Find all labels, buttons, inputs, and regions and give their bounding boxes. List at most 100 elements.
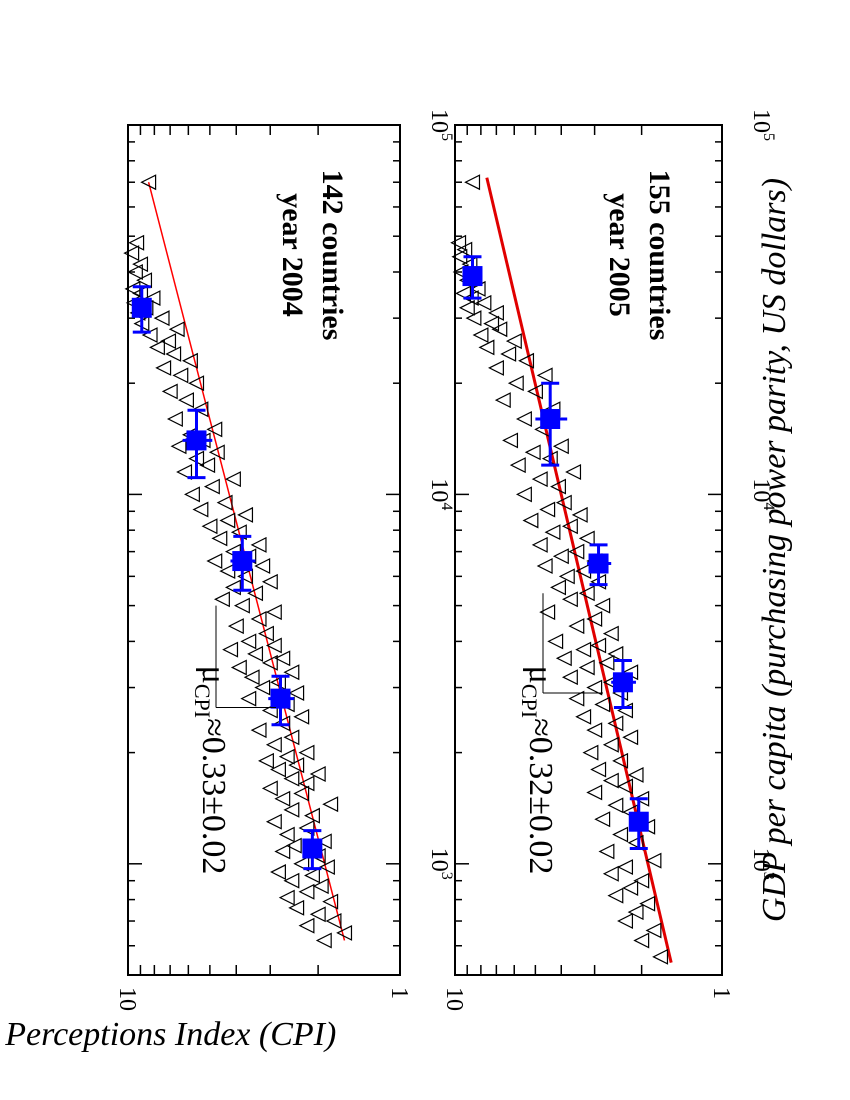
binned-average: [628, 811, 649, 832]
data-point: [586, 679, 603, 696]
data-point: [322, 893, 339, 910]
data-point: [270, 864, 286, 880]
data-point: [304, 867, 320, 884]
data-point: [288, 685, 305, 701]
data-point: [565, 464, 582, 480]
data-point: [464, 174, 481, 191]
data-point: [278, 889, 295, 906]
data-point: [539, 501, 556, 518]
data-point: [571, 506, 588, 523]
data-point: [128, 234, 145, 251]
data-point: [602, 736, 619, 753]
data-point: [144, 290, 161, 307]
data-point: [518, 352, 535, 369]
data-point: [458, 299, 475, 316]
data-point: [488, 359, 504, 376]
data-point: [243, 669, 260, 686]
data-point: [612, 752, 629, 769]
data-point: [283, 729, 300, 746]
data-point: [261, 654, 278, 671]
y-tick-label: 1: [386, 987, 412, 999]
data-point: [237, 506, 254, 523]
data-point: [602, 772, 619, 789]
data-point: [509, 457, 526, 474]
data-point: [312, 878, 329, 895]
data-point: [594, 597, 611, 614]
data-point: [219, 563, 236, 580]
data-point: [590, 761, 607, 778]
data-point: [298, 775, 315, 792]
data-point: [491, 321, 508, 338]
x-tick-label: 103: [426, 848, 455, 880]
data-point: [188, 375, 205, 392]
data-point: [309, 906, 326, 923]
data-point: [160, 333, 177, 350]
data-point: [298, 917, 315, 934]
data-point: [544, 524, 561, 541]
data-point: [522, 512, 539, 529]
data-point: [598, 843, 615, 860]
data-point: [475, 294, 492, 311]
data-point: [288, 899, 305, 916]
data-point: [531, 471, 548, 488]
binned-average: [302, 838, 323, 859]
data-point: [336, 924, 353, 941]
data-point: [531, 536, 548, 553]
data-point: [552, 438, 569, 455]
data-point: [161, 383, 178, 400]
data-point: [602, 625, 619, 642]
data-point: [155, 359, 172, 376]
data-point: [293, 708, 310, 725]
data-point: [254, 679, 271, 696]
data-point: [552, 548, 569, 565]
data-point: [265, 736, 282, 753]
data-point: [309, 766, 326, 782]
data-point: [578, 659, 595, 676]
data-point: [586, 784, 603, 801]
data-point: [181, 352, 198, 369]
data-point: [240, 633, 257, 650]
data-point: [199, 457, 216, 474]
data-point: [219, 512, 236, 529]
y-tick-label: 10: [114, 987, 140, 1011]
plot-frame: [127, 124, 401, 976]
binned-average: [131, 297, 152, 318]
data-point: [208, 444, 225, 461]
data-point: [298, 883, 315, 900]
data-point: [612, 826, 629, 843]
data-point: [250, 722, 267, 739]
data-point: [633, 790, 650, 807]
y-tick-label: 1: [708, 987, 734, 999]
data-point: [222, 641, 239, 658]
x-tick-label: 103: [748, 848, 777, 880]
binned-average: [588, 553, 609, 574]
data-point: [617, 702, 634, 719]
data-point: [322, 796, 339, 813]
data-point: [216, 494, 233, 511]
data-point: [500, 345, 517, 362]
data-point: [483, 315, 500, 332]
data-point: [550, 478, 566, 495]
data-point: [505, 333, 522, 350]
data-point: [136, 272, 153, 289]
data-point: [126, 264, 143, 280]
data-point: [278, 826, 295, 843]
data-point: [561, 591, 578, 608]
data-point: [594, 811, 611, 828]
data-point: [206, 421, 223, 438]
panel-2004: 103 104 105 10 1 year 2004 142 countries μCPI≈0…: [114, 109, 455, 1011]
data-point: [172, 367, 189, 384]
data-point: [617, 913, 634, 929]
data-point: [254, 558, 271, 574]
x-tick-label: 105: [426, 109, 455, 141]
data-point: [627, 766, 644, 783]
data-point: [288, 757, 305, 774]
data-point: [639, 895, 656, 912]
data-point: [607, 645, 624, 662]
data-point: [494, 392, 511, 409]
data-point: [617, 778, 634, 795]
data-point: [568, 690, 585, 707]
data-point: [539, 604, 556, 621]
data-point: [293, 855, 310, 872]
countries-label: 155 countries: [643, 170, 676, 341]
